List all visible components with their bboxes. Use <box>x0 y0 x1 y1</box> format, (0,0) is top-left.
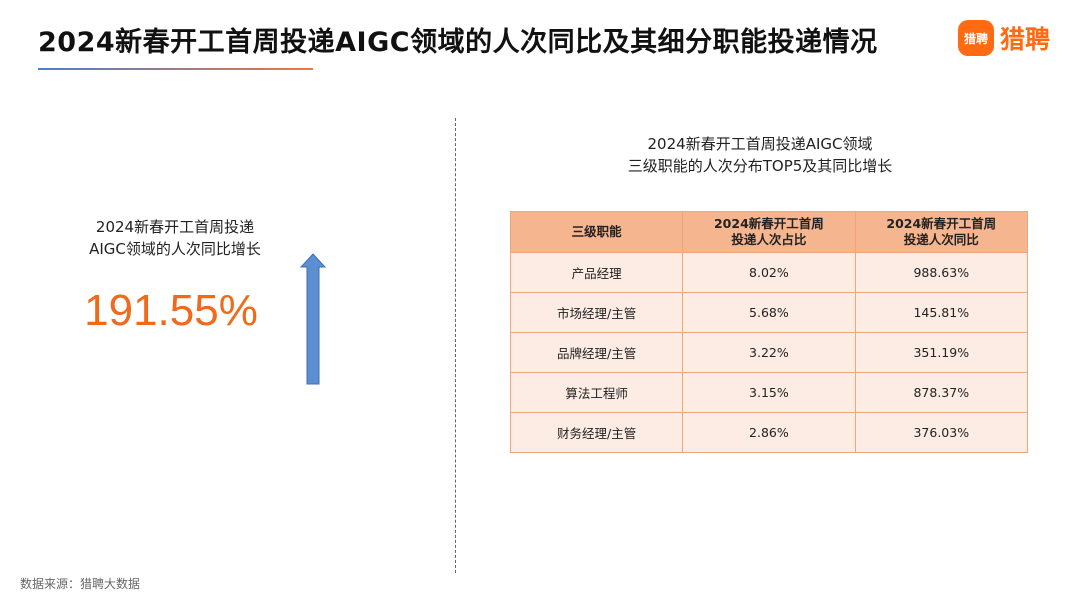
cell-function: 品牌经理/主管 <box>509 332 684 373</box>
cell-function: 市场经理/主管 <box>509 292 684 333</box>
table-caption-line1: 2024新春开工首周投递AIGC领域 <box>647 135 873 153</box>
growth-value: 191.55% <box>84 286 258 335</box>
table-caption-line2: 三级职能的人次分布TOP5及其同比增长 <box>627 157 893 175</box>
function-table: 三级职能 2024新春开工首周 投递人次占比 2024新春开工首周 投递人次同比… <box>509 211 1029 453</box>
table-header-row: 三级职能 2024新春开工首周 投递人次占比 2024新春开工首周 投递人次同比 <box>509 211 1029 253</box>
header-cell-share: 2024新春开工首周 投递人次占比 <box>682 211 856 253</box>
cell-function: 算法工程师 <box>509 372 684 413</box>
cell-share: 3.15% <box>682 372 856 413</box>
header-text: 投递人次占比 <box>731 232 807 247</box>
cell-share: 8.02% <box>682 252 856 293</box>
table-caption: 2024新春开工首周投递AIGC领域 三级职能的人次分布TOP5及其同比增长 <box>560 133 960 177</box>
data-source-note: 数据来源：猎聘大数据 <box>20 577 141 591</box>
brand-logo: 猎聘 猎聘 <box>958 20 1050 56</box>
header-text: 投递人次同比 <box>903 232 979 247</box>
cell-function: 产品经理 <box>509 252 684 293</box>
table-row: 品牌经理/主管 3.22% 351.19% <box>509 332 1029 373</box>
cell-yoy: 351.19% <box>854 332 1029 373</box>
left-caption-line2: AIGC领域的人次同比增长 <box>89 240 261 258</box>
left-caption-line1: 2024新春开工首周投递 <box>95 218 255 236</box>
cell-function: 财务经理/主管 <box>509 412 684 453</box>
header-cell-yoy: 2024新春开工首周 投递人次同比 <box>854 211 1029 253</box>
left-caption: 2024新春开工首周投递 AIGC领域的人次同比增长 <box>55 216 295 260</box>
vertical-divider <box>455 118 456 573</box>
table-row: 产品经理 8.02% 988.63% <box>509 252 1029 293</box>
cell-yoy: 145.81% <box>854 292 1029 333</box>
cell-yoy: 988.63% <box>854 252 1029 293</box>
page-title: 2024新春开工首周投递AIGC领域的人次同比及其细分职能投递情况 <box>38 27 878 58</box>
header-cell-function: 三级职能 <box>509 211 684 253</box>
cell-yoy: 878.37% <box>854 372 1029 413</box>
cell-share: 5.68% <box>682 292 856 333</box>
header-text: 三级职能 <box>571 224 622 239</box>
header-text: 2024新春开工首周 <box>886 216 997 231</box>
cell-yoy: 376.03% <box>854 412 1029 453</box>
cell-share: 2.86% <box>682 412 856 453</box>
logo-text: 猎聘 <box>1000 25 1051 54</box>
cell-share: 3.22% <box>682 332 856 373</box>
header-text: 2024新春开工首周 <box>713 216 824 231</box>
table-row: 财务经理/主管 2.86% 376.03% <box>509 412 1029 453</box>
up-arrow-icon <box>300 253 326 385</box>
table-row: 市场经理/主管 5.68% 145.81% <box>509 292 1029 333</box>
table-row: 算法工程师 3.15% 878.37% <box>509 372 1029 413</box>
title-underline <box>38 68 313 70</box>
logo-badge-icon: 猎聘 <box>958 20 994 56</box>
